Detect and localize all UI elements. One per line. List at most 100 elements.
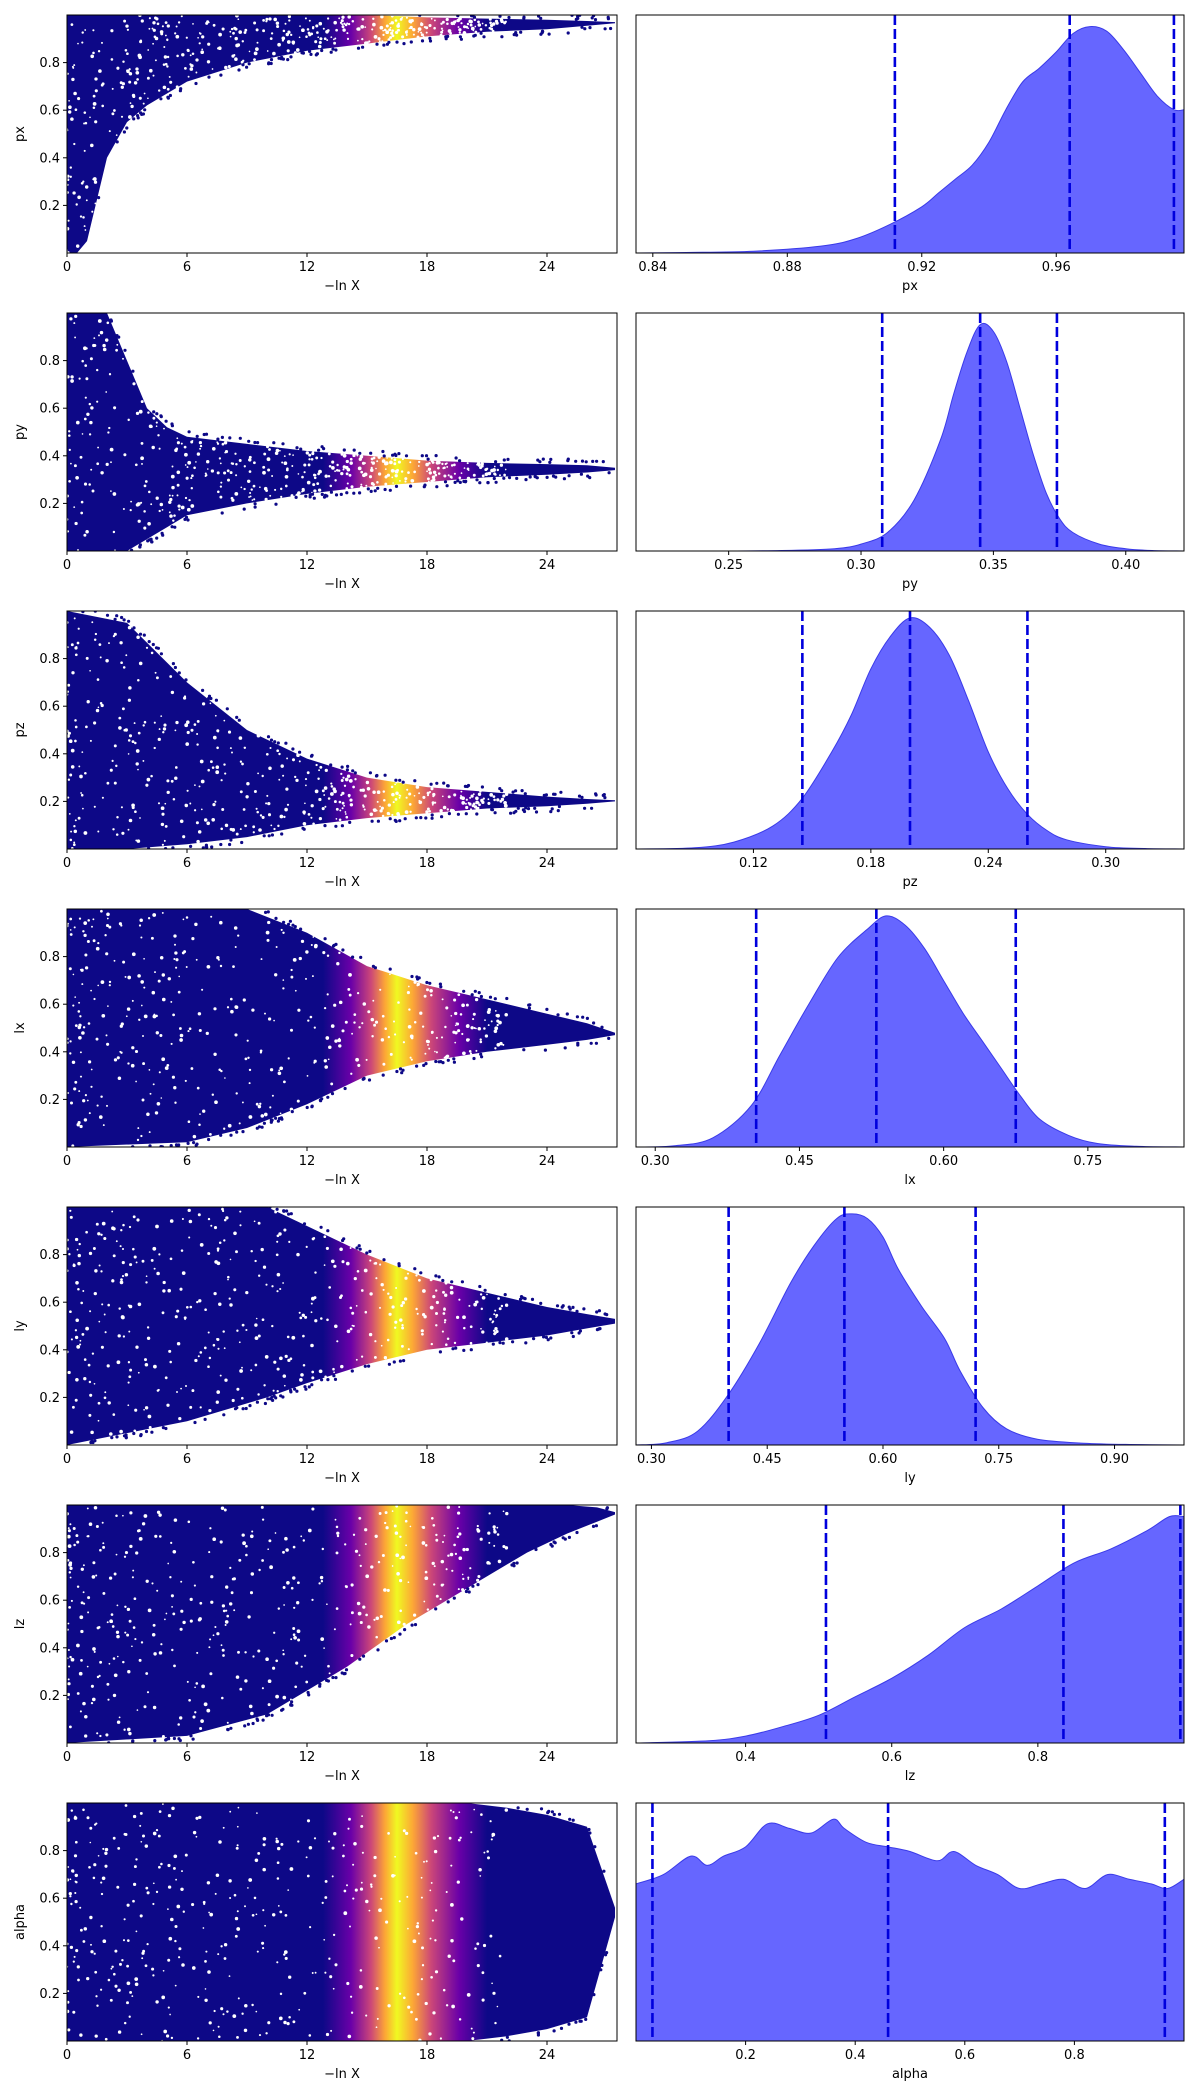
scatter-outliers-py — [109, 318, 611, 551]
y-tick-label: 0.2 — [39, 795, 60, 810]
x-tick-label: 0.45 — [785, 1154, 814, 1169]
x-tick-label: 0.45 — [753, 1452, 782, 1467]
y-tick-label: 0.6 — [39, 402, 60, 417]
x-axis-label: −ln X — [324, 1173, 360, 1188]
y-axis-label: pz — [13, 722, 28, 737]
x-tick-label: 6 — [183, 1750, 191, 1765]
x-axis-label: pz — [902, 875, 917, 890]
x-tick-label: 12 — [299, 1154, 316, 1169]
density-panel-pz: 0.12 0.18 0.24 0.30 pz — [635, 610, 1185, 890]
y-tick-label: 0.8 — [39, 1546, 60, 1561]
y-axis-label: px — [13, 126, 28, 142]
x-axis-label: −ln X — [324, 1471, 360, 1486]
x-axis-label: −ln X — [324, 577, 360, 592]
y-tick-label: 0.8 — [39, 1844, 60, 1859]
x-tick-label: 12 — [299, 558, 316, 573]
x-tick-label: 0.25 — [714, 558, 743, 573]
y-tick-label: 0.2 — [39, 1093, 60, 1108]
density-curve-lx — [636, 915, 1184, 1147]
x-tick-label: 0.92 — [907, 260, 936, 275]
density-axes-frame — [635, 14, 1185, 254]
x-tick-label: 0.35 — [979, 558, 1008, 573]
x-axis-label: ly — [904, 1471, 916, 1486]
scatter-axes-frame — [66, 1802, 618, 2042]
x-tick-label: 24 — [539, 260, 556, 275]
y-tick-label: 0.2 — [39, 1391, 60, 1406]
x-tick-label: 0.30 — [637, 1452, 666, 1467]
x-tick-label: 0 — [63, 1154, 71, 1169]
density-axes-frame — [635, 908, 1185, 1148]
scatter-axes-frame — [66, 610, 618, 850]
x-tick-label: 12 — [299, 1750, 316, 1765]
density-curve-px — [636, 26, 1184, 253]
x-tick-label: 0.12 — [739, 856, 768, 871]
x-tick-label: 0.30 — [1091, 856, 1120, 871]
x-tick-label: 0.90 — [1100, 1452, 1129, 1467]
x-tick-label: 0.18 — [856, 856, 885, 871]
y-tick-label: 0.2 — [39, 1689, 60, 1704]
scatter-outliers-lz — [107, 1506, 610, 1743]
x-axis-label: −ln X — [324, 279, 360, 294]
scatter-panel-pz: 0 6 12 18 24 0.2 0.4 0.6 0.8 −ln X pz — [13, 610, 618, 890]
scatter-points-lz — [67, 1505, 615, 1743]
scatter-outliers-ly — [89, 1207, 609, 1445]
y-axis-label: py — [13, 424, 28, 440]
scatter-outliers-pz — [81, 611, 607, 849]
scatter-panel-py: 0 6 12 18 24 0.2 0.4 0.6 0.8 −ln X py — [13, 312, 618, 592]
y-axis-label: ly — [13, 1320, 28, 1332]
y-tick-label: 0.2 — [39, 497, 60, 512]
density-panel-ly: 0.30 0.45 0.60 0.75 0.90 ly — [635, 1206, 1185, 1486]
x-tick-label: 0.6 — [881, 1750, 902, 1765]
x-tick-label: 18 — [419, 260, 436, 275]
x-tick-label: 12 — [299, 1452, 316, 1467]
x-tick-label: 0.2 — [735, 2048, 756, 2063]
x-tick-label: 0.24 — [974, 856, 1003, 871]
x-tick-label: 0 — [63, 2048, 71, 2063]
x-tick-label: 0 — [63, 1452, 71, 1467]
x-axis-label: −ln X — [324, 2067, 360, 2082]
scatter-gaps-pz — [67, 617, 509, 849]
y-tick-label: 0.6 — [39, 700, 60, 715]
x-tick-label: 24 — [539, 1154, 556, 1169]
x-tick-label: 6 — [183, 856, 191, 871]
density-panel-lx: 0.30 0.45 0.60 0.75 lx — [635, 908, 1185, 1188]
y-tick-label: 0.8 — [39, 56, 60, 71]
density-panel-px: 0.84 0.88 0.92 0.96 px — [635, 14, 1185, 294]
y-tick-label: 0.6 — [39, 998, 60, 1013]
x-tick-label: 24 — [539, 856, 556, 871]
x-tick-label: 6 — [183, 1154, 191, 1169]
scatter-points-pz — [67, 611, 615, 849]
y-tick-label: 0.8 — [39, 950, 60, 965]
x-tick-label: 0.4 — [845, 2048, 866, 2063]
density-curve-alpha — [636, 1818, 1184, 2041]
scatter-points-lx — [67, 909, 615, 1147]
x-tick-label: 24 — [539, 558, 556, 573]
x-tick-label: 0.30 — [847, 558, 876, 573]
y-tick-label: 0.2 — [39, 199, 60, 214]
density-curve-ly — [636, 1213, 1184, 1445]
x-tick-label: 6 — [183, 260, 191, 275]
scatter-axes-frame — [66, 14, 618, 254]
density-axes-frame — [635, 1504, 1185, 1744]
x-tick-label: 18 — [419, 558, 436, 573]
density-panel-py: 0.25 0.30 0.35 0.40 py — [635, 312, 1185, 592]
x-tick-label: 0.8 — [1028, 1750, 1049, 1765]
x-tick-label: 18 — [419, 1750, 436, 1765]
x-axis-label: lz — [905, 1769, 916, 1784]
scatter-gaps-alpha — [67, 1803, 509, 2041]
y-axis-label: lx — [13, 1022, 28, 1034]
x-tick-label: 0.60 — [869, 1452, 898, 1467]
x-axis-label: −ln X — [324, 1769, 360, 1784]
x-axis-label: px — [902, 279, 918, 294]
y-tick-label: 0.4 — [39, 449, 60, 464]
x-tick-label: 0 — [63, 856, 71, 871]
y-tick-label: 0.4 — [39, 1343, 60, 1358]
x-tick-label: 0.4 — [735, 1750, 756, 1765]
x-tick-label: 18 — [419, 2048, 436, 2063]
x-tick-label: 0.75 — [984, 1452, 1013, 1467]
scatter-points-alpha — [67, 1803, 615, 2041]
density-curve-py — [636, 322, 1184, 551]
x-tick-label: 0.6 — [954, 2048, 975, 2063]
x-tick-label: 0.88 — [773, 260, 802, 275]
